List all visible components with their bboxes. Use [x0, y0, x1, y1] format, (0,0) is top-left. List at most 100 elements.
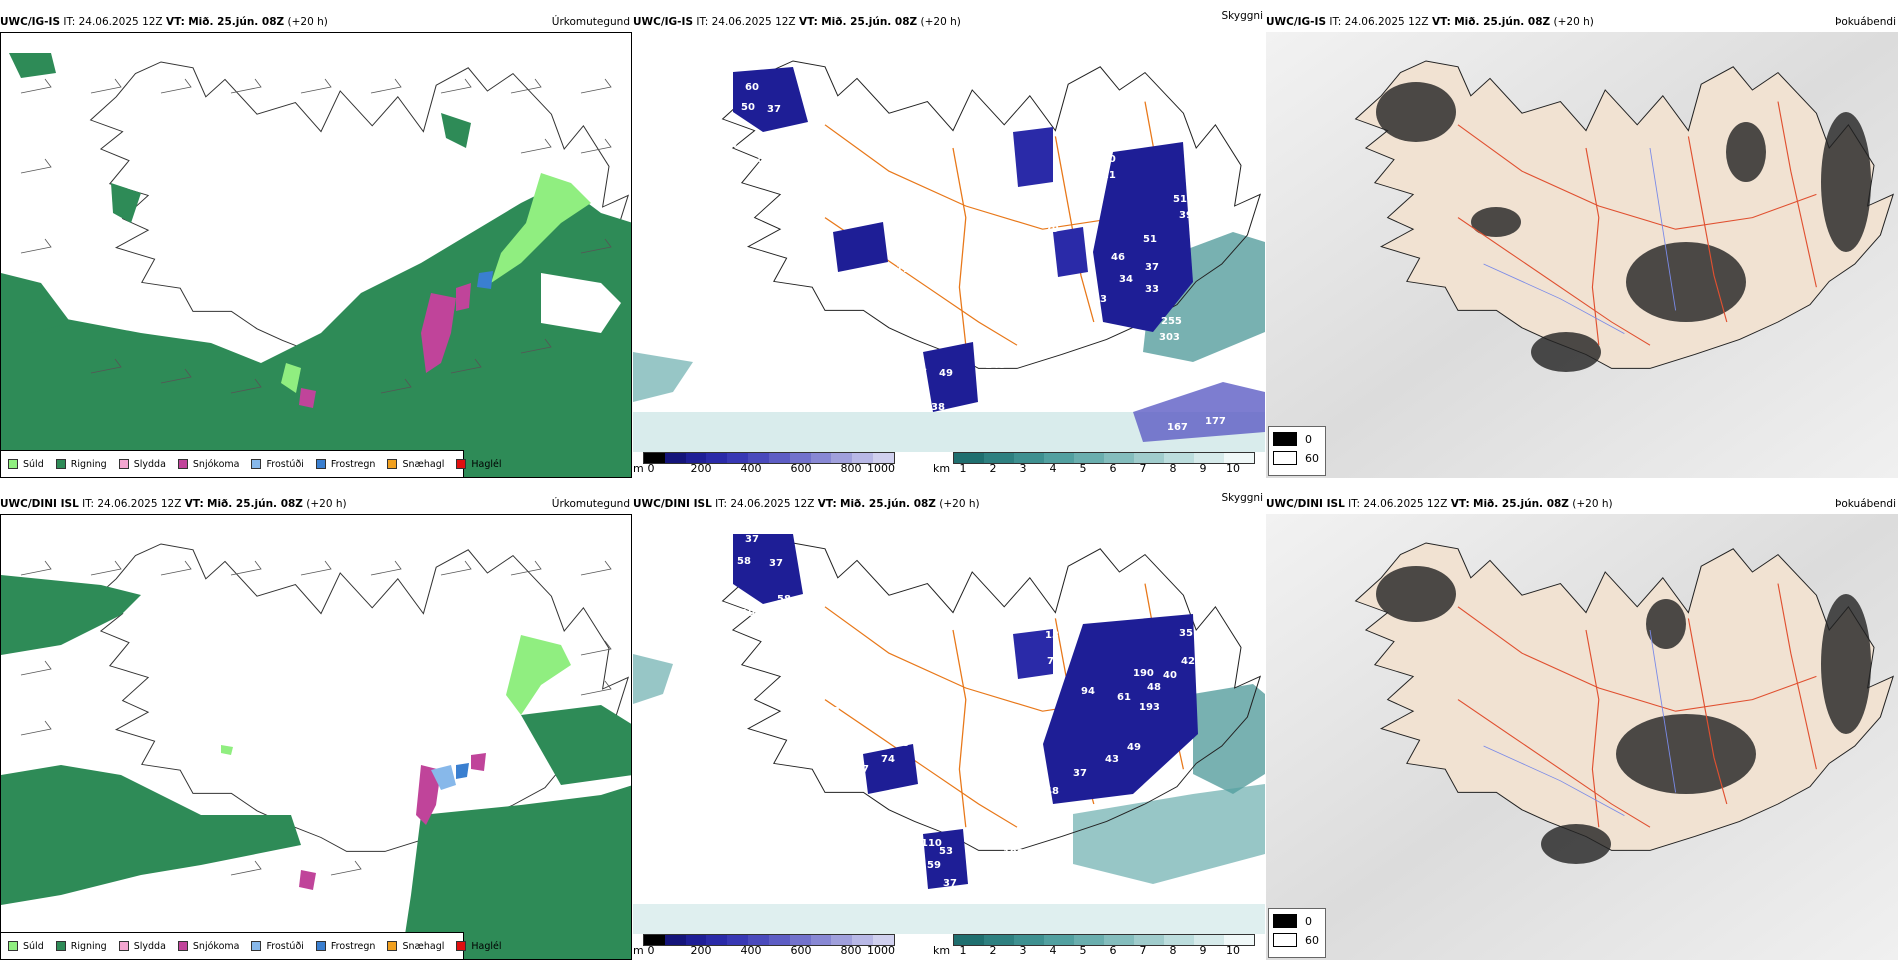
- variable-title: Skyggni: [1221, 492, 1264, 504]
- panel-header: UWC/DINI ISL IT: 24.06.2025 12Z VT: Mið.…: [1266, 494, 1898, 514]
- colorbar-step: [768, 935, 790, 945]
- colorbar-step: [706, 935, 728, 945]
- svg-text:206: 206: [1057, 338, 1078, 349]
- colorbar-step: [1074, 935, 1104, 945]
- legend-swatch: [177, 459, 188, 469]
- panel-header: UWC/DINI ISL IT: 24.06.2025 12Z VT: Mið.…: [633, 492, 1265, 514]
- tick-label: 10: [1226, 462, 1240, 475]
- svg-text:177: 177: [1205, 416, 1226, 427]
- fog-legend: 0 60: [1268, 426, 1326, 476]
- legend-label: Frostúði: [266, 458, 304, 470]
- visibility-map[interactable]: 60 50 37 52 97 85 188 282 131 121 111 61 49 38 143…: [633, 32, 1265, 478]
- svg-text:34: 34: [1119, 274, 1133, 285]
- visibility-map[interactable]: 37 58 37 58 100 243 74 57 88 110 53 59 37 198 13 7…: [633, 514, 1265, 960]
- colorbar-step: [873, 453, 894, 463]
- legend-label: 60: [1305, 933, 1319, 947]
- svg-text:48: 48: [1147, 682, 1161, 693]
- valid-time: Mið. 25.jún. 08Z: [821, 16, 918, 28]
- colorbar-step: [789, 935, 811, 945]
- valid-label: VT:: [1431, 16, 1451, 28]
- tick-label: 2: [989, 944, 997, 957]
- tick-label: 600: [790, 462, 812, 475]
- legend-label: Rigning: [70, 458, 107, 470]
- colorbar-step: [1044, 935, 1074, 945]
- svg-text:13: 13: [1045, 630, 1059, 641]
- legend-label: Snjókoma: [192, 458, 240, 470]
- colorbar-step: [984, 453, 1014, 463]
- svg-text:43: 43: [1093, 294, 1107, 305]
- legend-label: Frostregn: [330, 458, 376, 470]
- svg-text:97: 97: [725, 139, 739, 150]
- variable-title: Úrkomutegund: [551, 16, 630, 28]
- svg-text:37: 37: [1145, 262, 1159, 273]
- legend-swatch: [1273, 451, 1297, 465]
- legend-label: Frostregn: [330, 940, 376, 952]
- svg-text:58: 58: [777, 594, 791, 605]
- svg-text:37: 37: [943, 878, 957, 889]
- valid-time: Mið. 25.jún. 08Z: [1473, 498, 1569, 510]
- svg-text:42: 42: [1181, 656, 1195, 667]
- tick-label: 0: [647, 462, 655, 475]
- colorbar-step: [1164, 453, 1194, 463]
- fog-map[interactable]: 0 60: [1266, 32, 1898, 478]
- panel-header: UWC/IG-IS IT: 24.06.2025 12Z VT: Mið. 25…: [1266, 12, 1898, 32]
- fog-panel-row2: UWC/DINI ISL IT: 24.06.2025 12Z VT: Mið.…: [1266, 494, 1898, 960]
- lead-time: (+20 h): [287, 16, 328, 28]
- precip-type-panel-row1: UWC/IG-IS IT: 24.06.2025 12Z VT: Mið. 25…: [0, 12, 632, 478]
- panel-header: UWC/DINI ISL IT: 24.06.2025 12Z VT: Mið.…: [0, 494, 632, 514]
- lead-time: (+20 h): [1572, 498, 1613, 510]
- valid-label: VT:: [165, 16, 185, 28]
- valid-label: VT:: [1450, 498, 1470, 510]
- km-unit: km: [933, 944, 951, 957]
- svg-text:96: 96: [989, 186, 1003, 197]
- colorbar-step: [644, 935, 665, 945]
- colorbar-step: [1134, 935, 1164, 945]
- svg-text:50: 50: [741, 102, 755, 113]
- svg-text:58: 58: [737, 556, 751, 567]
- variable-title: Úrkomutegund: [551, 498, 630, 510]
- colorbar-step: [1044, 453, 1074, 463]
- tick-label: 10: [1226, 944, 1240, 957]
- tick-label: 8: [1169, 944, 1177, 957]
- svg-text:74: 74: [881, 754, 895, 765]
- colorbar-step: [1164, 935, 1194, 945]
- visibility-m-colorbar: m 0 200 400 600 800 1000: [633, 452, 895, 475]
- tick-label: 3: [1019, 462, 1027, 475]
- colorbar-step: [852, 935, 874, 945]
- fog-map[interactable]: 0 60: [1266, 514, 1898, 960]
- valid-time: Mið. 25.jún. 08Z: [188, 16, 285, 28]
- svg-text:78: 78: [1047, 656, 1061, 667]
- legend-label: Slydda: [133, 458, 166, 470]
- legend-label: 0: [1305, 432, 1312, 446]
- svg-text:49: 49: [1127, 742, 1141, 753]
- colorbar-step: [664, 453, 686, 463]
- svg-text:128: 128: [1093, 139, 1114, 150]
- svg-text:188: 188: [783, 174, 804, 185]
- legend-label: Snjókoma: [192, 940, 240, 952]
- svg-text:100: 100: [741, 608, 762, 619]
- svg-text:88: 88: [895, 738, 909, 749]
- legend-swatch: [118, 459, 129, 469]
- visibility-panel-row2: UWC/DINI ISL IT: 24.06.2025 12Z VT: Mið.…: [633, 492, 1265, 960]
- legend-label: 0: [1305, 914, 1312, 928]
- tick-label: 8: [1169, 462, 1177, 475]
- colorbar-step: [644, 453, 665, 463]
- model-name: UWC/DINI ISL: [0, 498, 79, 510]
- variable-title: Þokuábendi: [1835, 498, 1896, 510]
- legend-swatch: [8, 459, 18, 469]
- tick-label: 1000: [867, 462, 895, 475]
- lead-time: (+20 h): [920, 16, 961, 28]
- precip-type-map[interactable]: Súld Rigning Slydda Snjókoma Frostúði Fr…: [0, 514, 632, 960]
- svg-text:131: 131: [773, 239, 794, 250]
- colorbar-step: [831, 453, 853, 463]
- svg-text:61: 61: [1039, 678, 1053, 689]
- tick-label: 5: [1079, 944, 1087, 957]
- svg-text:35: 35: [1179, 628, 1193, 639]
- svg-text:39: 39: [1179, 210, 1193, 221]
- tick-label: 1: [959, 944, 967, 957]
- lead-time: (+20 h): [306, 498, 347, 510]
- colorbar-step: [706, 453, 728, 463]
- precip-type-map[interactable]: Súld Rigning Slydda Snjókoma Frostúði Fr…: [0, 32, 632, 478]
- valid-time: Mið. 25.jún. 08Z: [207, 498, 303, 510]
